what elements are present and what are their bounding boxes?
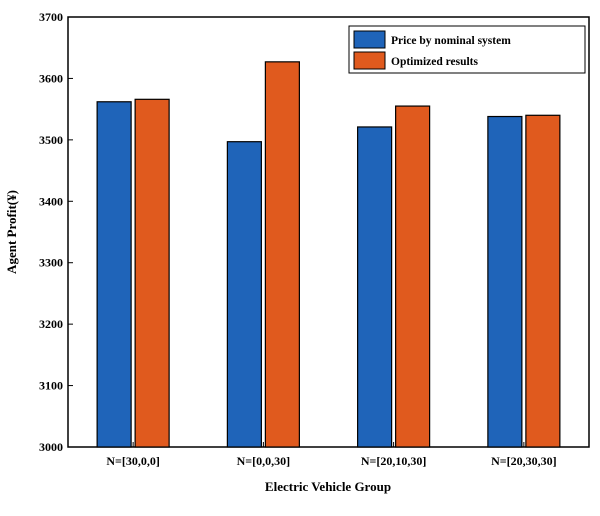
bar-price-by-nominal-system-4 — [487, 115, 523, 448]
bar-optimized-results-3 — [395, 105, 431, 448]
y-axis-title: Agent Profit(¥) — [4, 190, 19, 274]
axis-layer: N=[30,0,0] N=[0,0,30] N=[20,10,30] N=[20,30… — [39, 10, 557, 468]
y-tick-label: 3300 — [39, 256, 63, 270]
y-tick-label: 3200 — [39, 317, 63, 331]
bar-price-by-nominal-system-2 — [226, 141, 262, 448]
y-tick-label: 3100 — [39, 379, 63, 393]
y-tick-label: 3600 — [39, 71, 63, 85]
bar-price-by-nominal-system-3 — [357, 126, 393, 448]
y-tick-label: 3700 — [39, 10, 63, 24]
bar-optimized-results-4 — [525, 114, 561, 448]
x-tick-label: N=[20,30,30] — [491, 454, 557, 468]
legend-swatch-price-by-nominal-system — [353, 30, 386, 49]
bar-optimized-results-2 — [264, 61, 300, 448]
bars-layer — [96, 61, 561, 448]
legend-label-price-by-nominal-system: Price by nominal system — [391, 35, 511, 47]
x-axis-title: Electric Vehicle Group — [265, 479, 391, 494]
x-tick-label: N=[20,10,30] — [361, 454, 427, 468]
y-tick-label: 3400 — [39, 194, 63, 208]
x-tick-label: N=[0,0,30] — [237, 454, 291, 468]
legend-box — [348, 25, 586, 74]
legend: Price by nominal system Optimized result… — [348, 25, 586, 74]
y-tick-label: 3000 — [39, 440, 63, 454]
legend-label-optimized-results: Optimized results — [391, 56, 479, 68]
bar-optimized-results-1 — [134, 98, 170, 448]
x-tick-label: N=[30,0,0] — [106, 454, 160, 468]
y-tick-label: 3500 — [39, 133, 63, 147]
legend-swatch-optimized-results — [353, 51, 386, 70]
bar-price-by-nominal-system-1 — [96, 101, 132, 448]
